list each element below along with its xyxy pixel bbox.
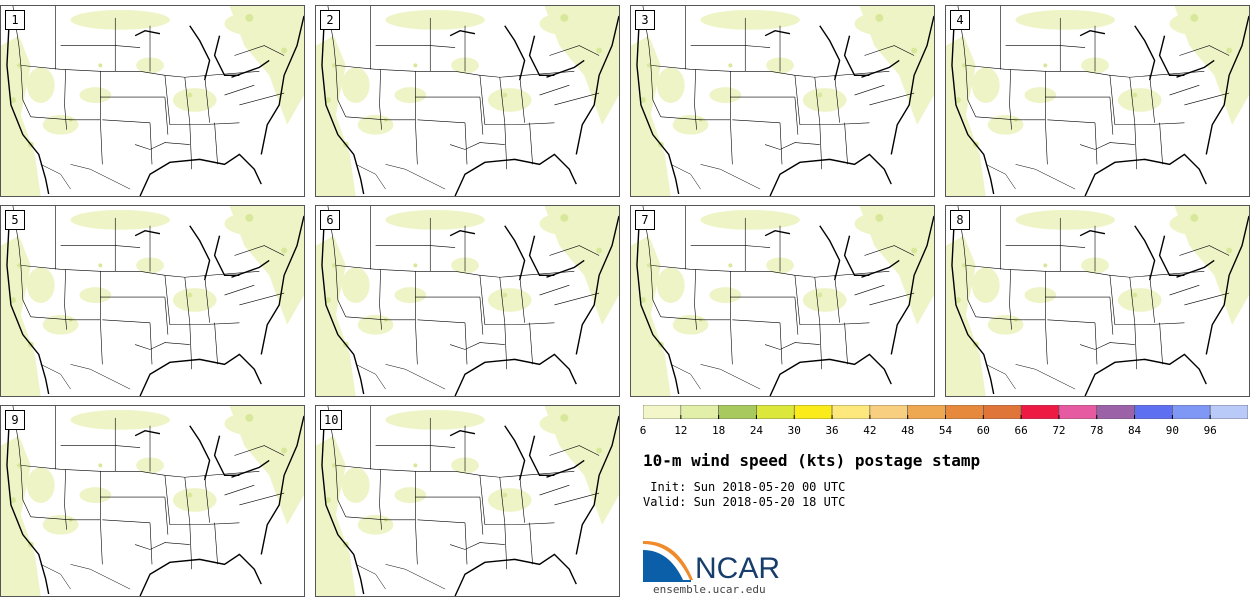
panel-number: 9 — [5, 410, 25, 430]
legend-tick-label: 90 — [1165, 424, 1179, 437]
panel-number: 5 — [5, 210, 25, 230]
legend-swatch — [793, 405, 833, 419]
map-panel: 7 — [630, 205, 935, 397]
legend-tick-label: 54 — [938, 424, 953, 437]
legend-swatch — [983, 405, 1022, 419]
legend-swatch — [718, 405, 757, 419]
map-panel: 9 — [0, 405, 305, 597]
map-panel: 6 — [315, 205, 620, 397]
legend-swatch — [831, 405, 871, 419]
map-panel: 2 — [315, 5, 620, 197]
panel-number: 8 — [950, 210, 970, 230]
legend-tick-label: 18 — [712, 424, 726, 437]
legend-tick-label: 78 — [1090, 424, 1104, 437]
panel-number: 1 — [5, 10, 25, 30]
ncar-logo: NCAR — [643, 540, 780, 584]
legend-swatch — [1020, 405, 1060, 419]
chart-title: 10-m wind speed (kts) postage stamp — [643, 451, 981, 470]
legend-tick-label: 48 — [901, 424, 915, 437]
legend-swatch — [1209, 405, 1248, 419]
map-panel: 4 — [945, 5, 1250, 197]
panel-number: 6 — [320, 210, 340, 230]
panel-number: 7 — [635, 210, 655, 230]
legend-tick-label: 12 — [674, 424, 688, 437]
legend-swatch — [1058, 405, 1098, 419]
legend-swatch — [945, 405, 984, 419]
legend-swatch — [1172, 405, 1211, 419]
logo-text: NCAR — [695, 552, 780, 584]
valid-time: Valid: Sun 2018-05-20 18 UTC — [643, 495, 846, 509]
legend-swatch — [869, 405, 908, 419]
legend-tick-label: 24 — [749, 424, 764, 437]
legend-swatch — [680, 405, 719, 419]
init-time: Init: Sun 2018-05-20 00 UTC — [643, 480, 846, 494]
logo-url: ensemble.ucar.edu — [653, 583, 766, 596]
panel-number: 3 — [635, 10, 655, 30]
panel-number: 10 — [320, 410, 343, 430]
map-panel: 10 — [315, 405, 620, 597]
legend-tick-label: 84 — [1127, 424, 1142, 437]
legend-tick-label: 42 — [863, 424, 877, 437]
legend-swatch — [1096, 405, 1135, 419]
color-legend — [643, 405, 1248, 419]
legend-tick-label: 36 — [825, 424, 839, 437]
panel-number: 4 — [950, 10, 970, 30]
legend-tick-label: 72 — [1052, 424, 1066, 437]
legend-swatch — [907, 405, 946, 419]
legend-swatch — [643, 405, 682, 419]
map-panel: 3 — [630, 5, 935, 197]
map-panel: 1 — [0, 5, 305, 197]
map-panel: 5 — [0, 205, 305, 397]
legend-tick-label: 96 — [1203, 424, 1217, 437]
legend-tick-label: 30 — [787, 424, 801, 437]
legend-tick-label: 66 — [1014, 424, 1028, 437]
panel-number: 2 — [320, 10, 340, 30]
legend-swatch — [1134, 405, 1173, 419]
map-panel: 8 — [945, 205, 1250, 397]
legend-swatch — [756, 405, 795, 419]
legend-tick-label: 6 — [639, 424, 647, 437]
legend-tick-label: 60 — [976, 424, 990, 437]
